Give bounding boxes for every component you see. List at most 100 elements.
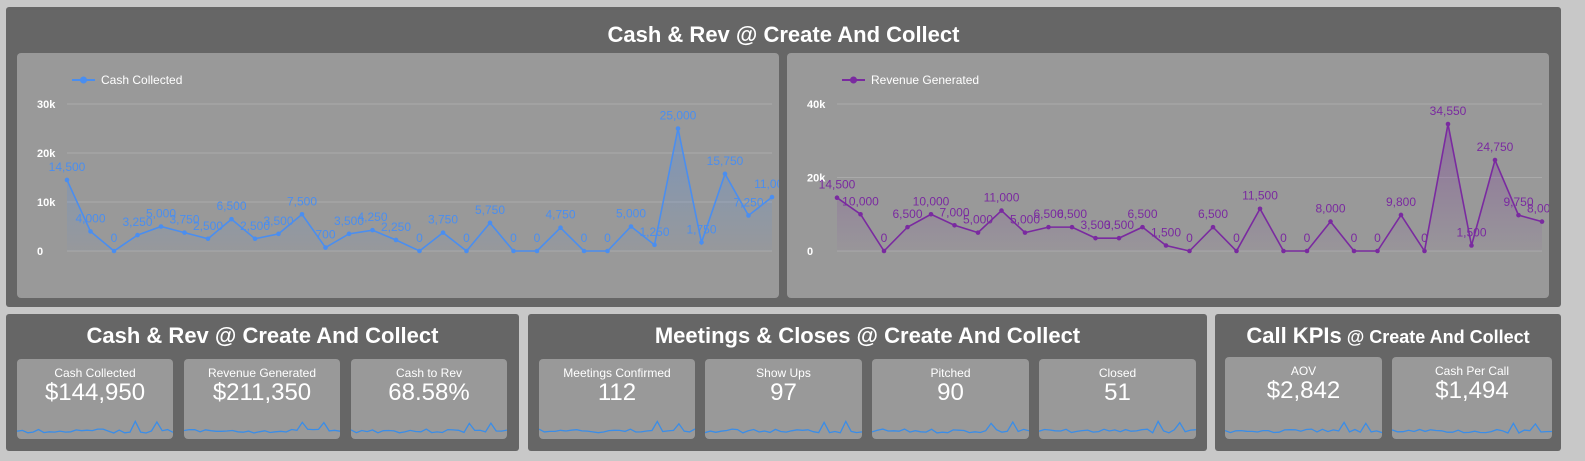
data-label: 6,500: [1198, 207, 1228, 221]
data-label: 0: [1421, 231, 1428, 245]
meetings-closes-kpi-title: Meetings & Closes @ Create And Collect: [528, 323, 1207, 349]
data-label: 9,800: [1386, 195, 1416, 209]
kpi-value: 97: [770, 379, 797, 406]
revenue-chart-card: 0 20k 40k Revenue Generated 14,500 10,000 0 6,5…: [787, 53, 1549, 298]
top-panel-title: Cash & Rev @ Create And Collect: [607, 22, 960, 47]
data-point: [652, 242, 657, 248]
data-label: 0: [111, 231, 118, 245]
sparkline: [539, 420, 695, 434]
kpi-label: AOV: [1290, 364, 1317, 378]
data-label: 4,000: [75, 211, 105, 225]
data-point: [1304, 248, 1310, 254]
data-label: 3,750: [169, 213, 199, 227]
legend-label: Cash Collected: [101, 73, 182, 87]
data-point: [581, 248, 587, 254]
cash-rev-kpi-panel: Cash & Rev @ Create And Collect Cash Col…: [6, 314, 519, 451]
data-label: 5,750: [475, 203, 505, 217]
data-point: [299, 211, 305, 217]
data-point: [1069, 224, 1075, 230]
data-point: [1422, 248, 1427, 254]
sparkline-path: [17, 419, 173, 434]
data-point: [881, 248, 887, 254]
data-point: [1234, 248, 1239, 254]
data-point: [323, 245, 328, 250]
kpi-value: $211,350: [212, 379, 312, 406]
sparkline: [1039, 419, 1196, 434]
cash-rev-kpi-title: Cash & Rev @ Create And Collect: [6, 323, 519, 349]
data-point: [440, 230, 446, 235]
data-label: 3,500: [263, 214, 293, 228]
data-point: [1163, 243, 1169, 248]
data-label: 3,500: [1080, 218, 1110, 232]
data-point: [346, 231, 352, 237]
data-point: [111, 248, 117, 254]
data-label: 0: [581, 231, 588, 245]
kpi-label: Show Ups: [756, 366, 811, 380]
data-label: 0: [534, 231, 541, 245]
data-point: [64, 177, 70, 183]
legend-marker: [80, 76, 87, 84]
data-label: 7,250: [733, 195, 763, 209]
sparkline: [872, 420, 1029, 434]
data-point: [1492, 157, 1498, 163]
kpi-label: Pitched: [930, 366, 971, 380]
kpi-label: Cash to Rev: [395, 366, 463, 380]
revenue-generated-chart: 0 20k 40k Revenue Generated 14,500 10,000 0 6,5…: [807, 73, 1549, 258]
panel-title-main: Meetings & Closes @ Create And Collect: [654, 323, 1081, 348]
data-label: 4,750: [545, 208, 575, 222]
data-point: [858, 211, 863, 217]
data-point: [252, 236, 258, 242]
data-label: 0: [416, 231, 423, 245]
data-point: [928, 211, 934, 217]
data-point: [558, 225, 563, 231]
data-point: [534, 248, 540, 254]
sparkline: [351, 422, 507, 434]
kpi-card-aov: AOV $2,842: [1225, 357, 1382, 439]
data-point: [628, 224, 634, 229]
data-label: 6,500: [216, 199, 246, 213]
data-point: [182, 230, 187, 235]
data-point: [769, 194, 775, 200]
data-label: 0: [1374, 231, 1381, 245]
data-label: 7,500: [287, 194, 317, 208]
sparkline-path: [1225, 421, 1382, 434]
data-point: [1375, 248, 1380, 254]
y-tick-label: 0: [807, 246, 813, 258]
data-point: [1210, 224, 1216, 230]
legend-label: Revenue Generated: [871, 73, 979, 87]
data-label: 1,750: [686, 222, 716, 236]
kpi-label: Cash Collected: [54, 366, 136, 380]
data-label: 1,500: [1456, 225, 1486, 239]
data-label: 9,750: [1503, 195, 1533, 209]
kpi-card-revenue-generated: Revenue Generated $211,350: [184, 359, 340, 439]
sparkline: [184, 421, 340, 434]
kpi-card-show-ups: Show Ups 97: [705, 359, 862, 439]
top-panel: Cash & Rev @ Create And Collect 0 10k 20k 3…: [6, 7, 1561, 307]
data-label: 0: [1233, 231, 1240, 245]
y-tick-label: 20k: [807, 173, 826, 185]
data-label: 1,250: [639, 225, 669, 239]
data-point: [905, 224, 910, 230]
data-label: 7,000: [939, 205, 969, 219]
data-label: 24,750: [1477, 140, 1514, 154]
data-label: 11,500: [1242, 189, 1278, 203]
series-area: [837, 124, 1542, 251]
kpi-label: Meetings Confirmed: [563, 366, 671, 380]
kpi-value: $144,950: [44, 379, 146, 406]
data-point: [205, 236, 211, 242]
data-label: 10,000: [913, 194, 950, 208]
data-label: 8,000: [1527, 202, 1549, 216]
data-point: [1022, 230, 1028, 235]
sparkline: [1392, 421, 1552, 434]
data-label: 2,250: [381, 220, 411, 234]
data-label: 0: [463, 231, 470, 245]
data-label: 11,000: [984, 191, 1020, 205]
data-label: 3,500: [1104, 218, 1134, 232]
data-label: 2,500: [193, 219, 223, 233]
y-tick-label: 0: [37, 246, 43, 258]
data-point: [699, 240, 704, 245]
sparkline: [705, 419, 862, 434]
data-point: [487, 220, 493, 226]
sparkline-path: [872, 420, 1029, 434]
data-label: 6,500: [1127, 207, 1157, 221]
